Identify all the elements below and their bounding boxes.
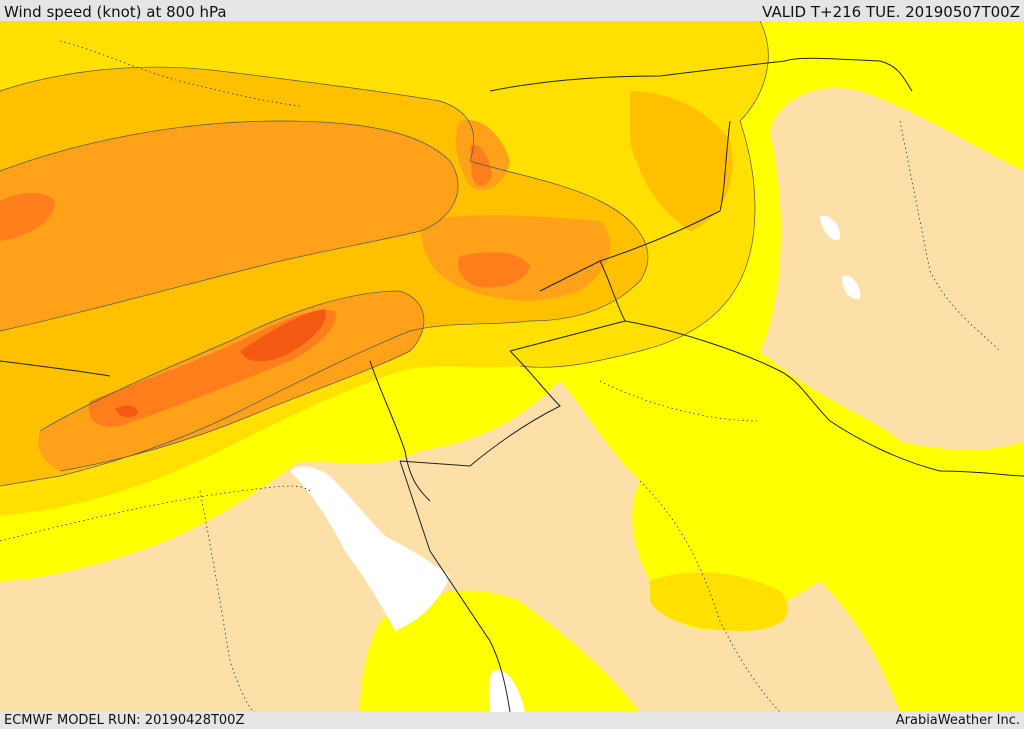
- light-wind-patch: [900, 618, 965, 692]
- chart-title: Wind speed (knot) at 800 hPa: [4, 3, 227, 21]
- admin-boundaries: [0, 40, 1001, 712]
- credit: ArabiaWeather Inc.: [895, 713, 1020, 728]
- contour-lines: [0, 21, 769, 487]
- sea-gap-south: [488, 670, 525, 712]
- sea-gap-lake-2: [842, 275, 861, 300]
- very-strong-core-north: [470, 145, 492, 186]
- fresh-wind-east: [630, 91, 733, 231]
- light-wind-south: [360, 590, 640, 712]
- header-bar: Wind speed (knot) at 800 hPa VALID T+216…: [0, 0, 1024, 21]
- extreme-core: [240, 309, 326, 362]
- wind-speed-map: [0, 21, 1024, 712]
- model-run: ECMWF MODEL RUN: 20190428T00Z: [4, 713, 245, 728]
- valid-time: VALID T+216 TUE. 20190507T00Z: [762, 3, 1020, 21]
- footer-bar: ECMWF MODEL RUN: 20190428T00Z ArabiaWeat…: [0, 712, 1024, 729]
- sea-gap-gulf: [290, 466, 450, 631]
- country-borders: [0, 57, 1024, 712]
- sea-gap-lake: [820, 215, 841, 240]
- moderate-wind-south: [650, 572, 788, 631]
- very-strong-core-west: [0, 192, 55, 241]
- strong-wind-band: [0, 121, 459, 331]
- light-wind-east: [780, 410, 880, 481]
- extreme-core-small: [115, 405, 138, 418]
- very-strong-core-levant: [458, 252, 530, 288]
